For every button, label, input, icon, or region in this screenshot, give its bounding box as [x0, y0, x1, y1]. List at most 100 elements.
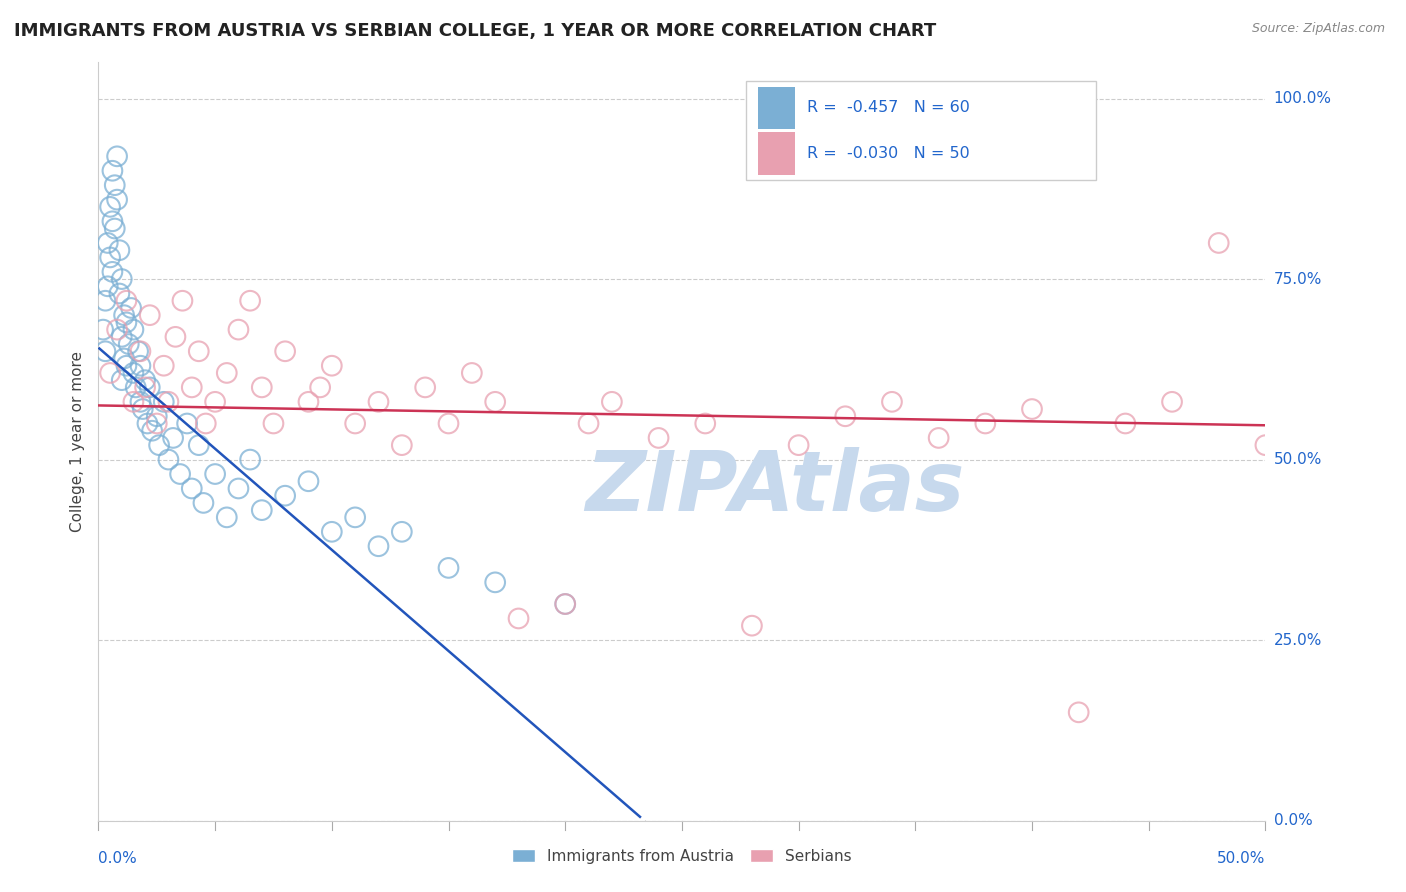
- Point: [108, 243, 131, 257]
- Point: [176, 417, 198, 431]
- Point: [122, 366, 145, 380]
- Point: [165, 330, 187, 344]
- Point: [484, 575, 506, 590]
- Point: [194, 417, 217, 431]
- Point: [105, 323, 128, 337]
- Point: [139, 380, 162, 394]
- Point: [344, 417, 367, 431]
- Point: [129, 359, 152, 373]
- Point: [974, 417, 997, 431]
- Point: [101, 214, 124, 228]
- Point: [134, 373, 156, 387]
- Point: [172, 293, 194, 308]
- Point: [297, 394, 319, 409]
- Point: [1114, 417, 1136, 431]
- Text: 0.0%: 0.0%: [1274, 814, 1312, 828]
- Point: [741, 618, 763, 632]
- FancyBboxPatch shape: [747, 81, 1097, 180]
- Point: [193, 496, 215, 510]
- Point: [215, 510, 238, 524]
- Point: [1021, 402, 1043, 417]
- Point: [228, 482, 250, 496]
- Point: [112, 351, 135, 366]
- Point: [152, 359, 174, 373]
- Point: [187, 438, 209, 452]
- Point: [94, 293, 117, 308]
- Point: [115, 359, 138, 373]
- Point: [115, 293, 138, 308]
- Text: 50.0%: 50.0%: [1274, 452, 1322, 467]
- Point: [122, 394, 145, 409]
- Point: [787, 438, 810, 452]
- Text: 100.0%: 100.0%: [1274, 91, 1331, 106]
- Point: [413, 380, 436, 394]
- Point: [111, 330, 134, 344]
- Point: [180, 380, 202, 394]
- Point: [101, 163, 124, 178]
- Text: 0.0%: 0.0%: [98, 851, 138, 866]
- Point: [880, 394, 903, 409]
- Point: [125, 380, 148, 394]
- FancyBboxPatch shape: [758, 87, 796, 129]
- Point: [162, 431, 184, 445]
- Point: [391, 524, 413, 539]
- Point: [321, 359, 343, 373]
- Point: [484, 394, 506, 409]
- Point: [112, 308, 135, 322]
- Point: [437, 417, 460, 431]
- Text: Source: ZipAtlas.com: Source: ZipAtlas.com: [1251, 22, 1385, 36]
- Point: [391, 438, 413, 452]
- Point: [146, 417, 169, 431]
- Point: [204, 467, 226, 481]
- Point: [148, 438, 170, 452]
- Point: [600, 394, 623, 409]
- Point: [139, 308, 162, 322]
- Point: [97, 235, 120, 250]
- Point: [250, 503, 273, 517]
- Point: [115, 315, 138, 329]
- Point: [118, 337, 141, 351]
- Point: [152, 394, 174, 409]
- Point: [928, 431, 950, 445]
- Text: R =  -0.030   N = 50: R = -0.030 N = 50: [807, 146, 970, 161]
- Point: [146, 409, 169, 424]
- Y-axis label: College, 1 year or more: College, 1 year or more: [69, 351, 84, 532]
- Point: [91, 323, 114, 337]
- Point: [104, 178, 127, 193]
- Point: [180, 482, 202, 496]
- Point: [1208, 235, 1230, 250]
- Point: [647, 431, 669, 445]
- Point: [239, 293, 262, 308]
- Point: [105, 149, 128, 163]
- Point: [129, 344, 152, 359]
- Point: [367, 394, 389, 409]
- Point: [1067, 706, 1090, 720]
- Point: [136, 417, 159, 431]
- Point: [105, 193, 128, 207]
- Legend: Immigrants from Austria, Serbians: Immigrants from Austria, Serbians: [506, 843, 858, 870]
- Text: R =  -0.457   N = 60: R = -0.457 N = 60: [807, 101, 970, 115]
- Point: [262, 417, 284, 431]
- Point: [367, 539, 389, 553]
- Point: [344, 510, 367, 524]
- Point: [122, 323, 145, 337]
- Point: [101, 265, 124, 279]
- Point: [437, 561, 460, 575]
- Point: [157, 452, 180, 467]
- Point: [461, 366, 484, 380]
- Point: [129, 394, 152, 409]
- Point: [127, 344, 149, 359]
- Point: [134, 380, 156, 394]
- Point: [274, 344, 297, 359]
- Point: [274, 489, 297, 503]
- Point: [321, 524, 343, 539]
- Point: [98, 200, 121, 214]
- Point: [834, 409, 856, 424]
- Text: 25.0%: 25.0%: [1274, 632, 1322, 648]
- Text: 75.0%: 75.0%: [1274, 271, 1322, 286]
- Point: [132, 402, 155, 417]
- Point: [1161, 394, 1184, 409]
- Point: [111, 272, 134, 286]
- Point: [104, 221, 127, 235]
- Point: [187, 344, 209, 359]
